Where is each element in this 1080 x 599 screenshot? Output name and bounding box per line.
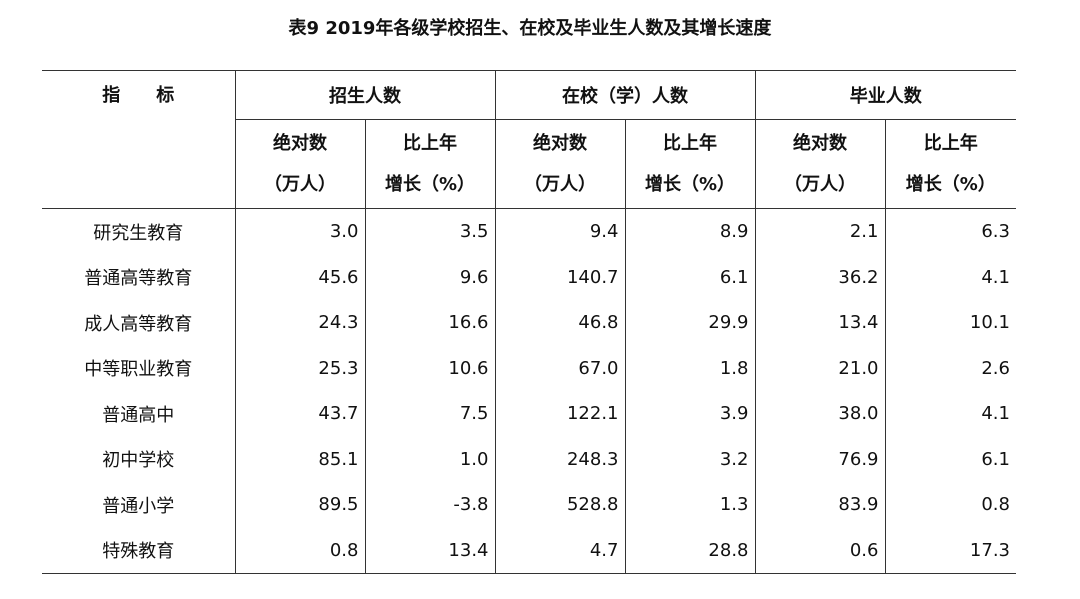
table-row: 普通高等教育 45.6 9.6 140.7 6.1 36.2 4.1: [42, 254, 1016, 300]
value-cell: 13.4: [754, 300, 885, 346]
subheader-line: 绝对数: [793, 133, 847, 154]
subheader-line: 比上年: [923, 133, 978, 154]
value-cell: 6.1: [624, 254, 755, 300]
table-body: 研究生教育 3.0 3.5 9.4 8.9 2.1 6.3 普通高等教育 45.6 9.6 140.…: [42, 208, 1016, 574]
value-cell: 6.1: [884, 436, 1016, 482]
table-row: 初中学校 85.1 1.0 248.3 3.2 76.9 6.1: [42, 436, 1016, 482]
row-label: 初中学校: [102, 450, 175, 472]
table-row: 中等职业教育 25.3 10.6 67.0 1.8 21.0 2.6: [42, 345, 1016, 391]
row-label: 普通高中: [102, 404, 175, 426]
value-cell: 2.1: [754, 208, 885, 255]
value-cell: 4.1: [884, 391, 1016, 437]
value-cell: 0.8: [884, 482, 1016, 528]
value-cell: 85.1: [234, 436, 365, 482]
value-cell: 3.5: [364, 208, 495, 255]
row-label: 研究生教育: [93, 222, 184, 244]
table-row: 研究生教育 3.0 3.5 9.4 8.9 2.1 6.3: [42, 208, 1016, 255]
value-cell: 122.1: [494, 391, 625, 437]
value-cell: 248.3: [494, 436, 625, 482]
row-label: 特殊教育: [42, 527, 235, 574]
subheader-line: （万人）: [784, 174, 856, 195]
value-cell: 83.9: [754, 482, 885, 528]
table-row: 普通高中 43.7 7.5 122.1 3.9 38.0 4.1: [42, 391, 1016, 437]
value-cell: 3.9: [624, 391, 755, 437]
subheader-line: 比上年: [403, 133, 457, 154]
row-label: 成人高等教育: [84, 313, 193, 335]
value-cell: 2.6: [884, 345, 1016, 391]
subheader-line: 增长（%）: [644, 174, 736, 195]
value-cell: 67.0: [494, 345, 625, 391]
value-cell: 89.5: [234, 482, 365, 528]
subheader-line: （万人）: [524, 174, 596, 195]
value-cell: 140.7: [494, 254, 625, 300]
subheader-line: 比上年: [663, 133, 717, 154]
value-cell: 3.2: [624, 436, 755, 482]
value-cell: 4.1: [884, 254, 1016, 300]
value-cell: 6.3: [884, 208, 1016, 255]
table-title: 表9 2019年各级学校招生、在校及毕业生人数及其增长速度: [288, 18, 772, 39]
value-cell: 528.8: [494, 482, 625, 528]
value-cell: 25.3: [234, 345, 365, 391]
value-cell: 13.4: [364, 527, 495, 574]
table-row: 特殊教育 0.8 13.4 4.7 28.8 0.6 17.3: [42, 527, 1016, 574]
value-cell: 0.6: [754, 527, 885, 574]
subheader-line: 绝对数: [273, 133, 327, 154]
subheader: 比上年增长（%）: [364, 119, 495, 209]
group-header: 招生人数: [234, 70, 495, 120]
value-cell: 1.0: [364, 436, 495, 482]
table-head: 指 标招生人数 在校（学）人数 毕业人数 绝对数 （万人） 比上年 增长（%） 绝对数 （万人）…: [42, 70, 1016, 209]
value-cell: 24.3: [234, 300, 365, 346]
value-cell: 10.6: [364, 345, 495, 391]
value-cell: 36.2: [754, 254, 885, 300]
subheader-row: 绝对数 （万人） 比上年增长（%） 绝对数 （万人） 比上年增长（%） 绝对数 （万人） 比上年…: [42, 119, 1016, 209]
value-cell: 10.1: [884, 300, 1016, 346]
group-header: 毕业人数: [754, 70, 1016, 120]
row-label: 中等职业教育: [84, 359, 193, 381]
value-cell: 28.8: [624, 527, 755, 574]
value-cell: 46.8: [494, 300, 625, 346]
value-cell: 3.0: [234, 208, 365, 255]
value-cell: 1.8: [624, 345, 755, 391]
value-cell: 0.8: [234, 527, 365, 574]
table-row: 普通小学 89.5 -3.8 528.8 1.3 83.9 0.8: [42, 482, 1016, 528]
value-cell: 9.4: [494, 208, 625, 255]
subheader-line: （万人）: [264, 174, 336, 195]
subheader: 比上年增长（%）: [624, 119, 755, 209]
value-cell: 16.6: [364, 300, 495, 346]
value-cell: 1.3: [624, 482, 755, 528]
row-label: 普通高等教育: [84, 268, 193, 290]
group-header: 在校（学）人数: [494, 70, 755, 120]
subheader-line: 增长（%）: [384, 174, 476, 195]
value-cell: -3.8: [364, 482, 495, 528]
value-cell: 29.9: [624, 300, 755, 346]
subheader: 绝对数 （万人）: [234, 119, 365, 209]
corner-header: 指 标: [42, 70, 235, 209]
subheader: 比上年增长（%）: [884, 119, 1016, 209]
value-cell: 38.0: [754, 391, 885, 437]
value-cell: 4.7: [494, 527, 625, 574]
subheader-line: 绝对数: [533, 133, 587, 154]
value-cell: 76.9: [754, 436, 885, 482]
subheader-line: 增长（%）: [905, 174, 996, 195]
row-label: 普通小学: [102, 495, 175, 517]
subheader: 绝对数 （万人）: [494, 119, 625, 209]
table-row: 成人高等教育 24.3 16.6 46.8 29.9 13.4 10.1: [42, 300, 1016, 346]
value-cell: 17.3: [884, 527, 1016, 574]
value-cell: 21.0: [754, 345, 885, 391]
value-cell: 45.6: [234, 254, 365, 300]
value-cell: 43.7: [234, 391, 365, 437]
value-cell: 7.5: [364, 391, 495, 437]
value-cell: 8.9: [624, 208, 755, 255]
header-row: 指 标招生人数 在校（学）人数 毕业人数: [42, 70, 1016, 209]
value-cell: 9.6: [364, 254, 495, 300]
subheader: 绝对数 （万人）: [754, 119, 885, 209]
data-table: 指 标招生人数 在校（学）人数 毕业人数 绝对数 （万人） 比上年 增长（%） 绝对数 （万人）…: [42, 70, 1016, 574]
